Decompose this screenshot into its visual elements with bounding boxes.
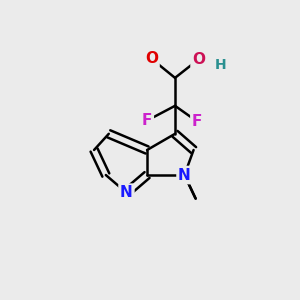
Text: H: H bbox=[215, 58, 226, 72]
Text: N: N bbox=[178, 167, 191, 182]
Text: N: N bbox=[120, 185, 133, 200]
Text: F: F bbox=[142, 113, 152, 128]
Text: F: F bbox=[192, 114, 202, 129]
Text: O: O bbox=[192, 52, 205, 67]
Text: O: O bbox=[145, 51, 158, 66]
